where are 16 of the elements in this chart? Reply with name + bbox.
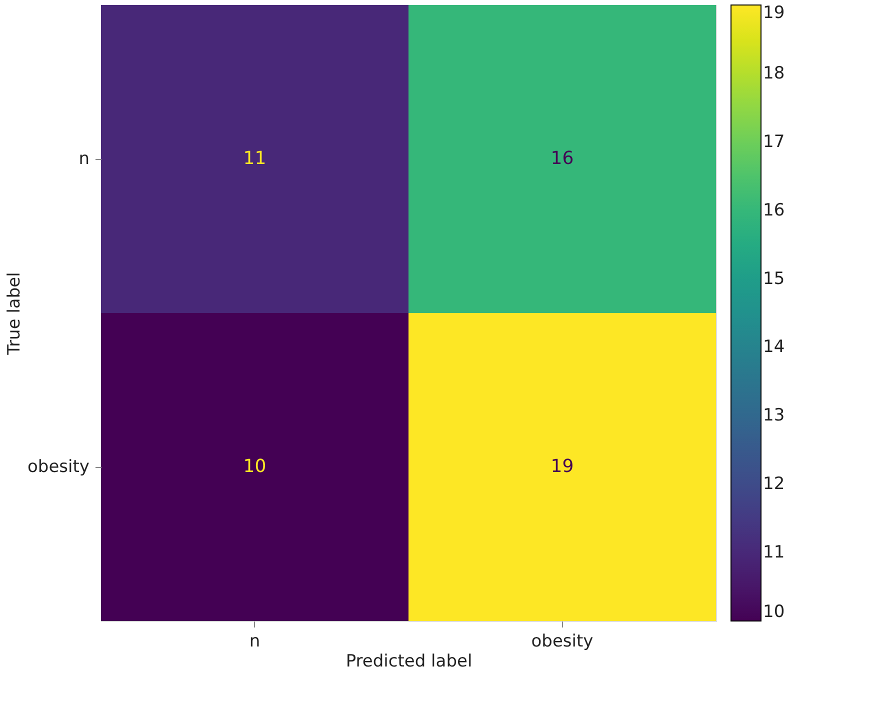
- color-bar-label: 17: [763, 132, 785, 152]
- color-bar-label: 12: [763, 474, 785, 494]
- color-bar-label: 11: [763, 542, 785, 563]
- data-label: 19: [550, 456, 574, 477]
- data-label: 10: [243, 456, 266, 477]
- color-bar-label: 14: [763, 337, 785, 358]
- color-bar-label: 13: [763, 406, 785, 426]
- data-label: 11: [243, 148, 266, 169]
- color-bar-label: 15: [763, 268, 785, 289]
- color-bar-label: 16: [763, 200, 785, 220]
- color-bar-label: 10: [763, 602, 785, 622]
- color-bar-label: 19: [763, 3, 785, 23]
- x-axis-title: Predicted label: [346, 652, 472, 672]
- data-label: 16: [550, 148, 574, 169]
- color-bar-label: 18: [763, 63, 785, 84]
- y-axis-title: True label: [4, 272, 25, 356]
